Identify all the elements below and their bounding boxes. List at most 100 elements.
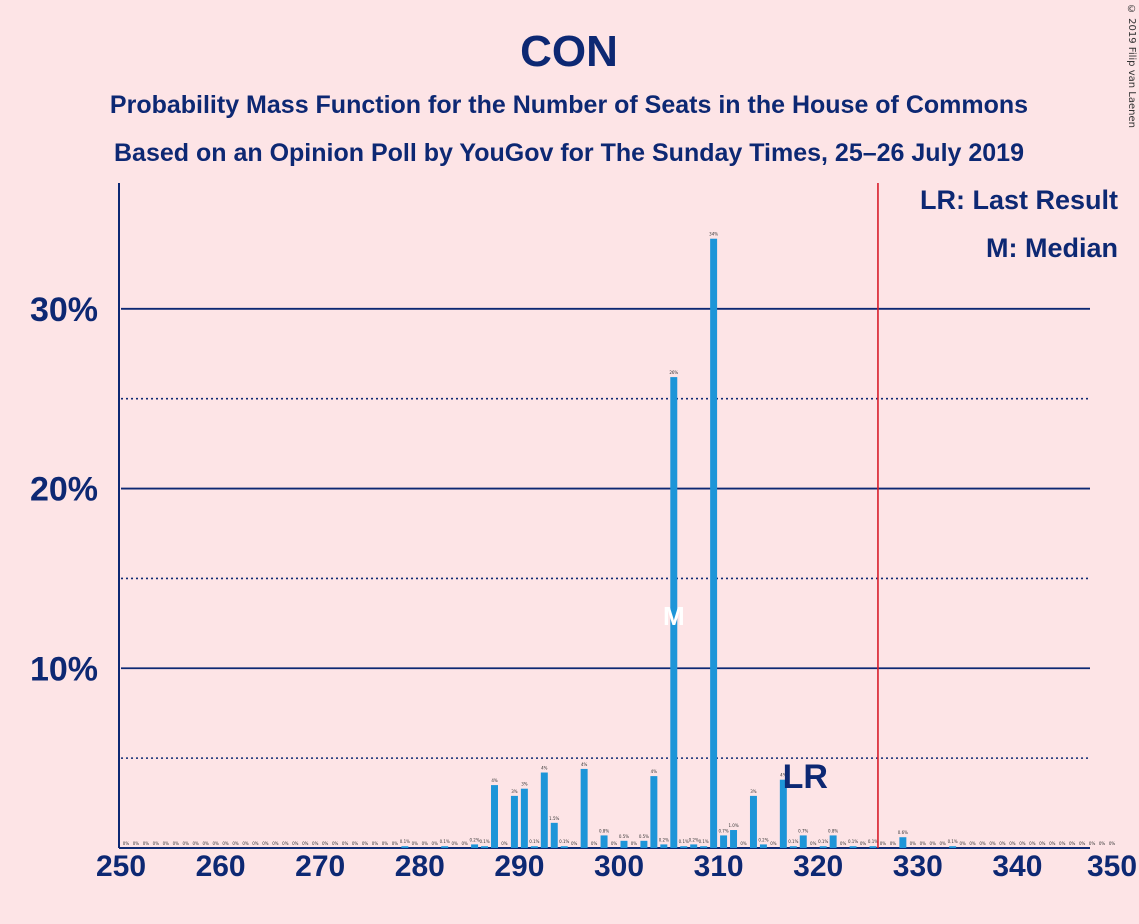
bar-value-label: 0.6%	[898, 830, 908, 835]
bar-seat-319	[799, 835, 807, 848]
bar-value-label: 0%	[382, 841, 389, 846]
bar-value-label: 0%	[412, 841, 419, 846]
x-tick-label: 350	[1087, 850, 1137, 883]
bar-value-label: 3%	[521, 782, 528, 787]
bar-value-label: 0%	[740, 841, 747, 846]
bar-seat-322	[829, 835, 837, 848]
bar-value-label: 0%	[1049, 841, 1056, 846]
x-tick-label: 340	[992, 850, 1042, 883]
bar-seat-287	[481, 846, 489, 848]
bar-value-label: 0%	[232, 841, 239, 846]
bar-value-label: 0%	[910, 841, 917, 846]
bar-value-label: 0%	[611, 841, 618, 846]
bar-seat-326	[869, 846, 877, 848]
bar-seat-314	[749, 795, 757, 848]
bar-value-label: 0%	[1009, 841, 1016, 846]
bar-value-label: 0%	[890, 841, 897, 846]
bar-value-label: 0%	[262, 841, 269, 846]
bar-seat-317	[779, 779, 787, 848]
chart-subtitle-1: Probability Mass Function for the Number…	[110, 91, 1028, 119]
bar-value-label: 0%	[571, 841, 578, 846]
bar-value-label: 0%	[193, 841, 200, 846]
x-tick-label: 320	[793, 850, 843, 883]
bar-value-label: 4%	[780, 773, 787, 778]
x-tick-label: 250	[96, 850, 146, 883]
bar-value-label: 3%	[511, 789, 518, 794]
bar-value-label: 0.1%	[788, 839, 798, 844]
bar-value-label: 0%	[202, 841, 209, 846]
copyright-note: © 2019 Filip van Laenen	[1126, 4, 1137, 128]
bar-value-label: 3%	[750, 789, 757, 794]
bar-seat-291	[520, 788, 528, 848]
bar-value-label: 0%	[999, 841, 1006, 846]
bar-value-label: 0%	[252, 841, 259, 846]
bar-value-label: 0.1%	[818, 839, 828, 844]
bar-seat-321	[819, 846, 827, 848]
bar-value-label: 0.2%	[689, 837, 699, 842]
bars-group: 0% 0% 0% 0% 0% 0% 0% 0% 0% 0% 0% 0% 0% 0% 0% 0% 0% 0% 0% 0%…	[123, 232, 1116, 849]
chart-subtitle-2: Based on an Opinion Poll by YouGov for T…	[114, 139, 1024, 167]
bar-value-label: 0%	[969, 841, 976, 846]
bar-value-label: 0%	[163, 841, 170, 846]
bar-seat-312	[730, 830, 738, 848]
bar-seat-283	[441, 846, 449, 848]
bar-value-label: 0%	[770, 841, 777, 846]
bar-value-label: 0.1%	[848, 839, 858, 844]
bar-value-label: 0%	[591, 841, 598, 846]
bar-seat-329	[899, 837, 907, 848]
bar-value-label: 0%	[183, 841, 190, 846]
bar-seat-311	[720, 835, 728, 848]
bar-value-label: 0%	[930, 841, 937, 846]
bar-value-label: 0%	[1029, 841, 1036, 846]
bar-seat-307	[680, 846, 688, 848]
bar-seat-299	[600, 835, 608, 848]
bar-seat-306	[670, 377, 678, 848]
bar-seat-303	[640, 840, 648, 848]
bar-value-label: 34%	[709, 232, 718, 237]
bar-value-label: 0%	[292, 841, 299, 846]
bar-value-label: 0%	[372, 841, 379, 846]
bar-seat-315	[759, 844, 767, 848]
bar-value-label: 0%	[342, 841, 349, 846]
x-tick-label: 280	[395, 850, 445, 883]
bar-value-label: 0%	[810, 841, 817, 846]
bar-value-label: 0%	[989, 841, 996, 846]
bar-value-label: 0%	[153, 841, 160, 846]
bar-value-label: 0%	[1109, 841, 1116, 846]
bar-value-label: 0.1%	[479, 839, 489, 844]
bar-value-label: 0%	[362, 841, 369, 846]
bar-value-label: 0%	[432, 841, 439, 846]
bar-seat-324	[849, 846, 857, 848]
bar-value-label: 0.5%	[619, 834, 629, 839]
bar-value-label: 0.1%	[948, 839, 958, 844]
bar-value-label: 0.1%	[679, 839, 689, 844]
bar-value-label: 0.7%	[718, 828, 728, 833]
bar-value-label: 0%	[143, 841, 150, 846]
bar-value-label: 0%	[282, 841, 289, 846]
last-result-marker: LR	[783, 758, 828, 796]
bar-value-label: 0.7%	[798, 828, 808, 833]
bar-value-label: 0.2%	[758, 837, 768, 842]
bar-value-label: 0%	[1059, 841, 1066, 846]
bar-seat-288	[491, 785, 498, 848]
bar-value-label: 0.1%	[699, 839, 709, 844]
bar-value-label: 0%	[272, 841, 279, 846]
x-tick-label: 260	[196, 850, 246, 883]
x-tick-label: 300	[594, 850, 644, 883]
bar-value-label: 0.1%	[529, 839, 539, 844]
bar-seat-295	[560, 846, 568, 848]
bar-value-label: 0.1%	[559, 839, 569, 844]
bar-value-label: 0%	[352, 841, 359, 846]
bar-value-label: 0%	[1019, 841, 1026, 846]
bar-value-label: 0%	[631, 841, 638, 846]
bar-value-label: 0.1%	[400, 839, 410, 844]
bar-seat-305	[660, 844, 668, 848]
x-tick-label: 290	[494, 850, 544, 883]
y-tick-label: 30%	[30, 291, 98, 329]
chart-title: CON	[520, 27, 618, 76]
bar-value-label: 0%	[501, 841, 508, 846]
grid-lines	[121, 307, 1090, 759]
bar-value-label: 0%	[302, 841, 309, 846]
bar-value-label: 0%	[940, 841, 947, 846]
y-tick-label: 10%	[30, 650, 98, 688]
